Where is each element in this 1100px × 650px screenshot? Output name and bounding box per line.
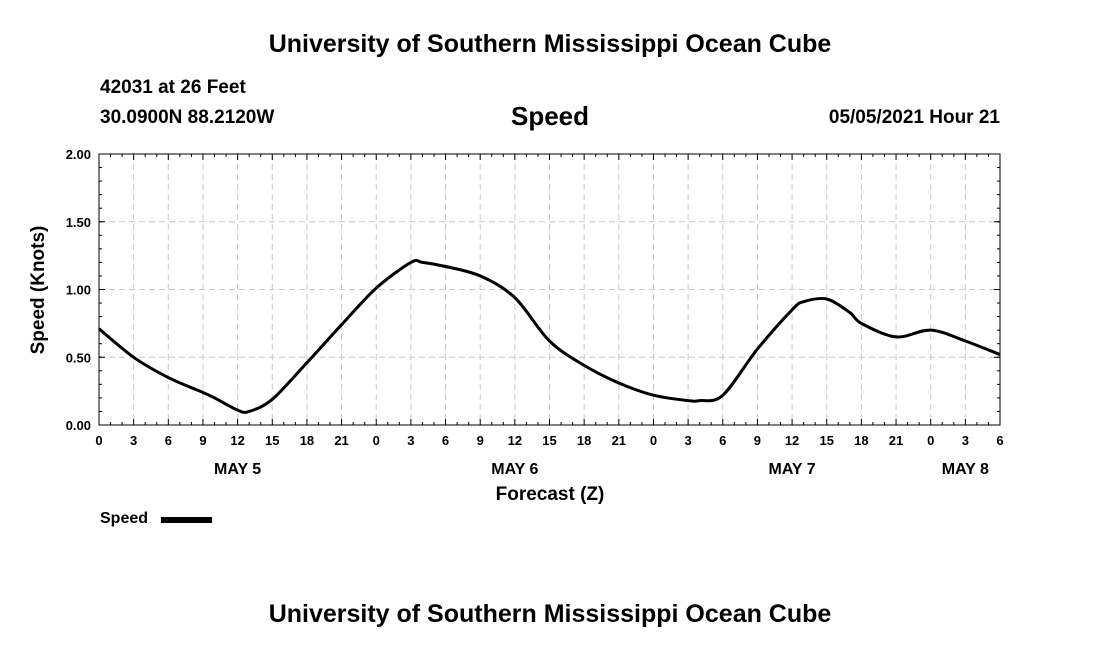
x-tick-label: 18 <box>577 433 591 448</box>
x-tick-label: 0 <box>373 433 380 448</box>
grid <box>99 154 1000 425</box>
y-tick-label: 0.00 <box>66 418 91 433</box>
y-axis-label: Speed (Knots) <box>28 226 49 355</box>
x-tick-label: 0 <box>650 433 657 448</box>
x-tick-label: 6 <box>996 433 1003 448</box>
x-tick-label: 21 <box>334 433 348 448</box>
x-tick-label: 21 <box>612 433 626 448</box>
date-label: MAY 5 <box>214 461 261 478</box>
location-label: 30.0900N 88.2120W <box>100 107 275 128</box>
x-tick-label: 12 <box>785 433 799 448</box>
x-tick-label: 6 <box>165 433 172 448</box>
x-tick-label: 3 <box>684 433 691 448</box>
x-tick-label: 12 <box>230 433 244 448</box>
x-tick-label: 15 <box>542 433 556 448</box>
x-tick-label: 9 <box>477 433 484 448</box>
x-tick-label: 3 <box>130 433 137 448</box>
x-tick-label: 0 <box>95 433 102 448</box>
date-label: MAY 7 <box>769 461 816 478</box>
timestamp-label: 05/05/2021 Hour 21 <box>828 107 1000 128</box>
x-tick-label: 12 <box>508 433 522 448</box>
x-tick-label: 0 <box>927 433 934 448</box>
x-axis-label: Forecast (Z) <box>496 484 605 505</box>
y-tick-label: 2.00 <box>66 147 91 162</box>
x-tick-label: 3 <box>962 433 969 448</box>
x-tick-label: 15 <box>265 433 279 448</box>
variable-label: Speed <box>510 101 590 131</box>
x-tick-label: 6 <box>442 433 449 448</box>
date-label: MAY 8 <box>942 461 989 478</box>
x-tick-label: 15 <box>819 433 833 448</box>
plot-frame <box>98 153 1001 426</box>
x-tick-label: 9 <box>199 433 206 448</box>
x-tick-label: 3 <box>407 433 414 448</box>
x-tick-label: 18 <box>300 433 314 448</box>
date-label: MAY 6 <box>491 461 538 478</box>
y-tick-label: 1.50 <box>66 215 91 230</box>
station-label: 42031 at 26 Feet <box>100 77 246 98</box>
x-tick-label: 21 <box>889 433 903 448</box>
x-tick-label: 9 <box>754 433 761 448</box>
y-tick-label: 0.50 <box>66 350 91 365</box>
legend-swatch <box>161 517 212 523</box>
chart-title-top: University of Southern Mississippi Ocean… <box>268 30 832 58</box>
series-line-speed <box>98 258 1001 414</box>
x-tick-label: 6 <box>719 433 726 448</box>
y-tick-label: 1.00 <box>66 283 91 298</box>
chart-title-bottom: University of Southern Mississippi Ocean… <box>268 600 832 628</box>
tick-labels: 0 3 6 9 12 15 18 21 0 3 6 9 12 15 18 21 0 3 6 9 12 15 18 21 0 3 6 0… <box>66 147 1004 478</box>
x-tick-label: 18 <box>854 433 868 448</box>
legend-label: Speed <box>100 510 149 527</box>
